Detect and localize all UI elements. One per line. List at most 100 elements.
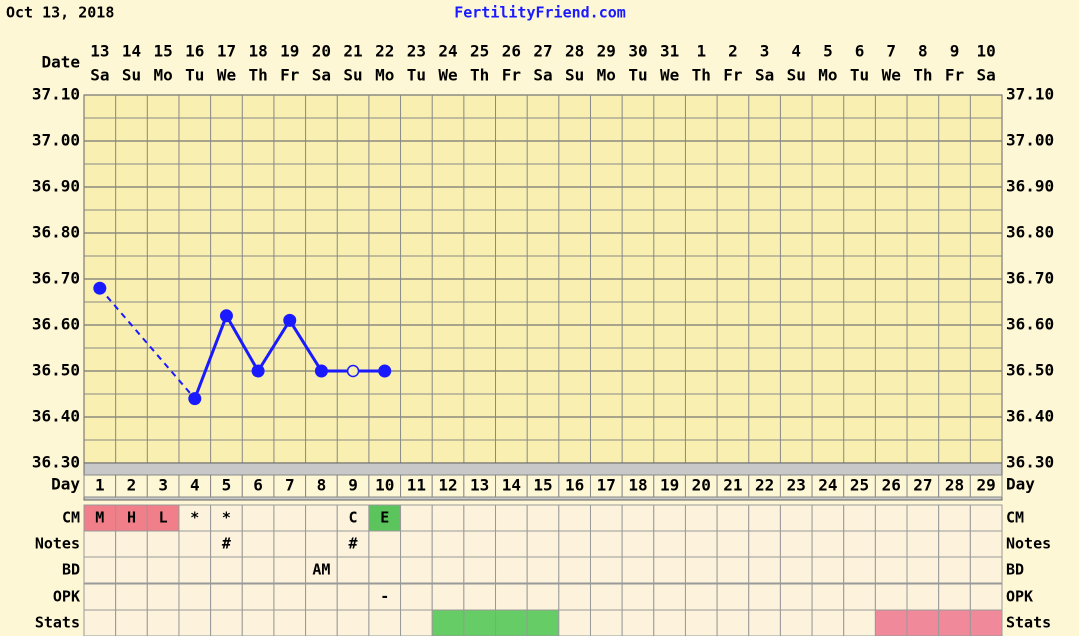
row-cell [779, 583, 813, 611]
row-cell [938, 556, 971, 584]
row-cell [811, 583, 845, 611]
day-number: 26 [882, 476, 901, 495]
weekday-label: Tu [185, 66, 204, 85]
row-cell [653, 609, 686, 636]
cell-text: * [222, 509, 231, 527]
y-tick-label: 36.70 [32, 269, 80, 288]
gap-connector [99, 287, 196, 400]
day-number: 20 [692, 476, 711, 495]
day-number: 23 [787, 476, 806, 495]
day-cell [969, 474, 1003, 498]
day-number: 24 [818, 476, 837, 495]
date-label: 22 [375, 42, 394, 61]
day-number: 13 [470, 476, 489, 495]
weekday-label: Th [692, 66, 711, 85]
row-cell [146, 530, 180, 558]
weekday-label: Sa [312, 66, 331, 85]
row-cell [716, 530, 750, 558]
row-cell [115, 609, 148, 636]
weekday-label: Su [565, 66, 584, 85]
temperature-point [93, 281, 107, 295]
row-cell [83, 530, 117, 558]
date-label: 27 [533, 42, 552, 61]
row-cell [969, 609, 1003, 636]
row-cell [906, 583, 940, 611]
y-tick-label: 36.60 [32, 315, 80, 334]
day-number: 12 [438, 476, 457, 495]
row-label: OPK [53, 588, 80, 606]
day-number: 9 [348, 476, 358, 495]
row-cell [716, 583, 750, 611]
row-cell [210, 609, 243, 636]
row-cell [589, 504, 623, 532]
row-cell [178, 609, 212, 636]
day-label-right: Day [1006, 475, 1035, 494]
day-number: 11 [407, 476, 426, 495]
weekday-label: Tu [628, 66, 647, 85]
date-label: 31 [660, 42, 679, 61]
day-number: 3 [158, 476, 168, 495]
date-label: 28 [565, 42, 584, 61]
row-cell [400, 609, 433, 636]
row-cell [463, 504, 497, 532]
day-number: 16 [565, 476, 584, 495]
date-label: 15 [154, 42, 173, 61]
date-label: 6 [855, 42, 865, 61]
date-label: 10 [977, 42, 996, 61]
weekday-label: We [882, 66, 901, 85]
site-link[interactable]: FertilityFriend.com [454, 4, 626, 22]
row-cell [969, 583, 1003, 611]
day-number: 10 [375, 476, 394, 495]
date-label: 25 [470, 42, 489, 61]
weekday-label: Th [470, 66, 489, 85]
row-cell [748, 583, 781, 611]
cell-text: E [380, 509, 389, 527]
day-number: 19 [660, 476, 679, 495]
row-cell [969, 530, 1003, 558]
cell-text: - [380, 588, 389, 606]
row-cell [431, 504, 465, 532]
temperature-point [378, 364, 392, 378]
row-cell [558, 609, 591, 636]
row-cell [779, 504, 813, 532]
row-cell [906, 530, 940, 558]
row-cell [684, 556, 718, 584]
row-cell [336, 556, 370, 584]
row-label: CM [62, 509, 80, 527]
row-cell [115, 583, 148, 611]
weekday-label: We [217, 66, 236, 85]
row-cell [653, 530, 686, 558]
day-number: 17 [597, 476, 616, 495]
temperature-point [346, 364, 360, 378]
row-cell [115, 556, 148, 584]
day-number: 7 [285, 476, 295, 495]
row-cell [906, 556, 940, 584]
day-number: 6 [253, 476, 263, 495]
header-date: Oct 13, 2018 [6, 4, 114, 22]
row-cell [526, 504, 560, 532]
day-number: 29 [977, 476, 996, 495]
row-cell [589, 609, 623, 636]
row-cell [273, 556, 307, 584]
day-number: 8 [317, 476, 327, 495]
weekday-label: Mo [818, 66, 837, 85]
row-cell [526, 556, 560, 584]
day-number: 4 [190, 476, 200, 495]
row-cell [684, 583, 718, 611]
row-cell [305, 504, 338, 532]
row-cell [748, 609, 781, 636]
row-cell [336, 504, 370, 532]
row-cell [495, 609, 528, 636]
date-label: 18 [248, 42, 267, 61]
row-cell [431, 583, 465, 611]
row-cell [621, 556, 655, 584]
row-cell [938, 583, 971, 611]
y-tick-label: 37.10 [32, 85, 80, 104]
weekday-label: Mo [597, 66, 616, 85]
day-number: 1 [95, 476, 105, 495]
cell-text: L [159, 509, 168, 527]
row-cell [400, 504, 433, 532]
y-tick-label-right: 36.30 [1006, 453, 1054, 472]
day-number: 22 [755, 476, 774, 495]
row-cell [210, 583, 243, 611]
